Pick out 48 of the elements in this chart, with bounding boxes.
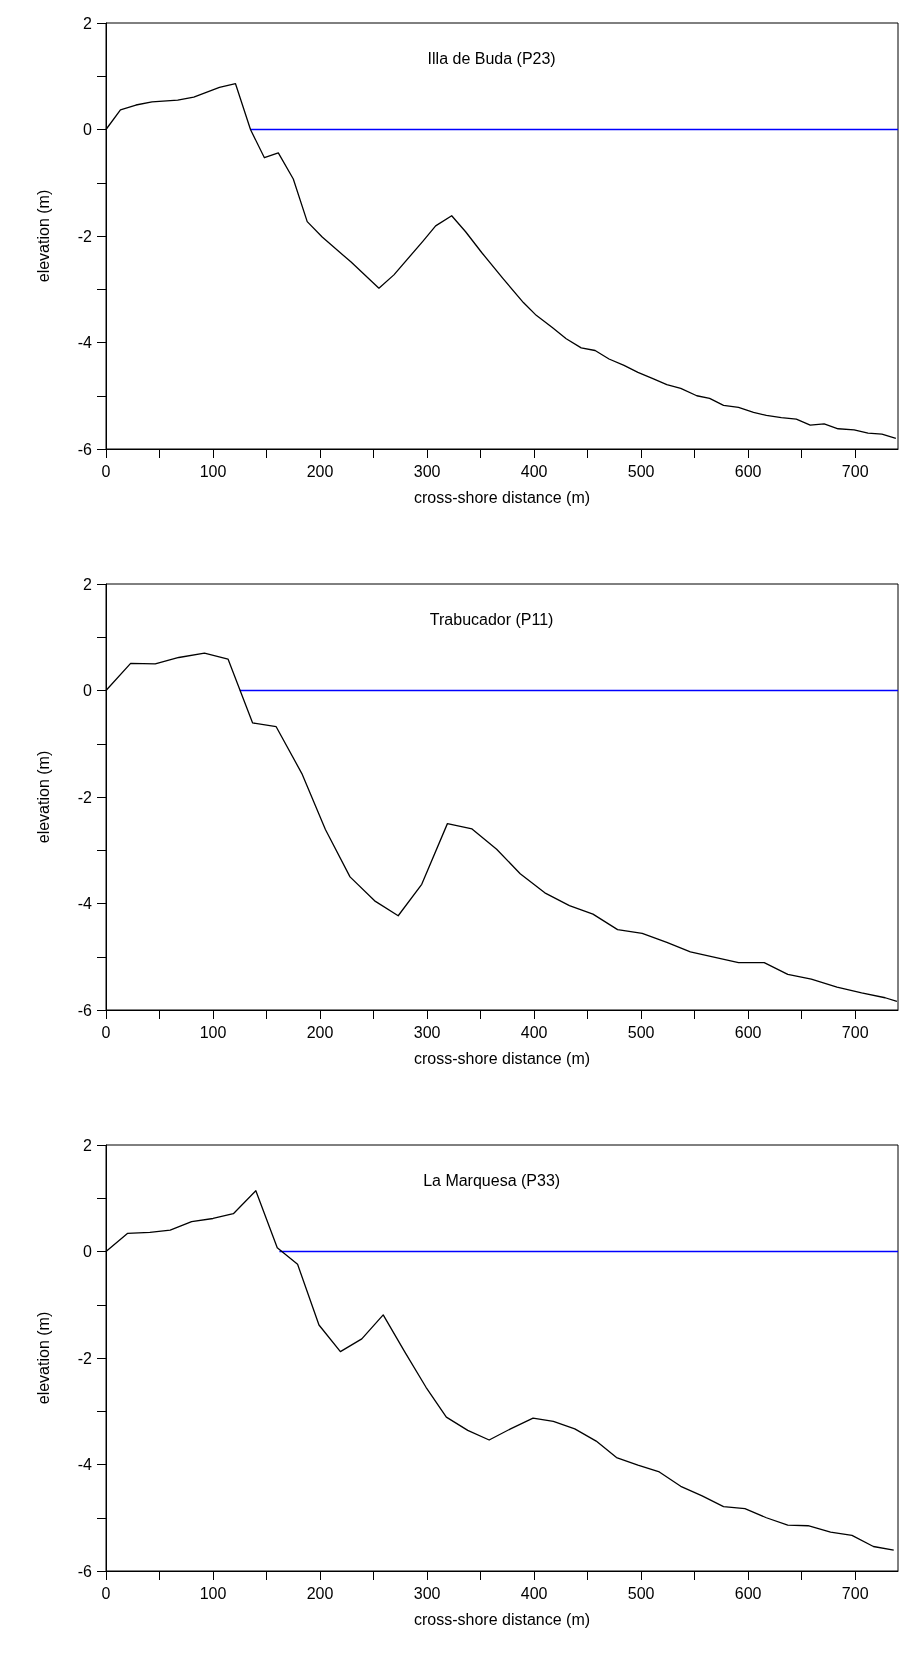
y-tick-label: -2	[77, 227, 93, 245]
y-tick-label: -2	[77, 1349, 93, 1367]
x-tick-label: 500	[627, 462, 655, 480]
x-tick-label: 200	[306, 1023, 334, 1041]
x-tick-label: 400	[520, 462, 548, 480]
y-tick-label: -6	[77, 1001, 93, 1019]
y-tick-label: 2	[83, 1136, 93, 1154]
y-tick-label: 0	[83, 121, 93, 138]
x-tick-label: 0	[101, 1584, 111, 1602]
x-tick-label: 500	[627, 1584, 655, 1602]
x-tick-label: 700	[841, 1584, 869, 1602]
x-tick-label: 0	[101, 1023, 111, 1041]
x-tick-label: 600	[734, 462, 762, 480]
text: Trabucador (P11)	[429, 610, 554, 628]
y-tick-label: 0	[83, 682, 93, 699]
y-axis-title: elevation (m)	[34, 1311, 52, 1405]
x-tick-label: 600	[734, 1584, 762, 1602]
x-tick-label: 100	[199, 1023, 227, 1041]
x-tick-label: 600	[734, 1023, 762, 1041]
y-tick-label: -2	[77, 788, 93, 806]
x-tick-label: 300	[413, 1023, 441, 1041]
text: La Marquesa (P33)	[423, 1171, 561, 1189]
y-axis-title: elevation (m)	[34, 189, 52, 283]
y-tick-label: 2	[83, 575, 93, 593]
y-tick-label: -4	[77, 895, 93, 912]
x-tick-label: 300	[413, 462, 441, 480]
y-tick-label: -4	[77, 1456, 93, 1473]
y-tick-label: 2	[83, 14, 93, 32]
x-tick-label: 400	[520, 1584, 548, 1602]
x-tick-label: 100	[199, 462, 227, 480]
x-tick-label: 500	[627, 1023, 655, 1041]
x-tick-label: 200	[306, 1584, 334, 1602]
y-axis-title: elevation (m)	[34, 750, 52, 844]
x-tick-label: 200	[306, 462, 334, 480]
x-tick-label: 400	[520, 1023, 548, 1041]
x-tick-label: 700	[841, 462, 869, 480]
y-tick-label: 0	[83, 1243, 93, 1260]
x-tick-label: 100	[199, 1584, 227, 1602]
x-axis-title: cross-shore distance (m)	[413, 1610, 591, 1628]
x-axis-title: cross-shore distance (m)	[413, 488, 591, 506]
x-axis-title: cross-shore distance (m)	[413, 1049, 591, 1067]
text: Illa de Buda (P23)	[427, 49, 556, 67]
x-tick-label: 0	[101, 462, 111, 480]
y-tick-label: -6	[77, 1562, 93, 1580]
x-tick-label: 700	[841, 1023, 869, 1041]
x-tick-label: 300	[413, 1584, 441, 1602]
y-tick-label: -4	[77, 334, 93, 351]
y-tick-label: -6	[77, 440, 93, 458]
